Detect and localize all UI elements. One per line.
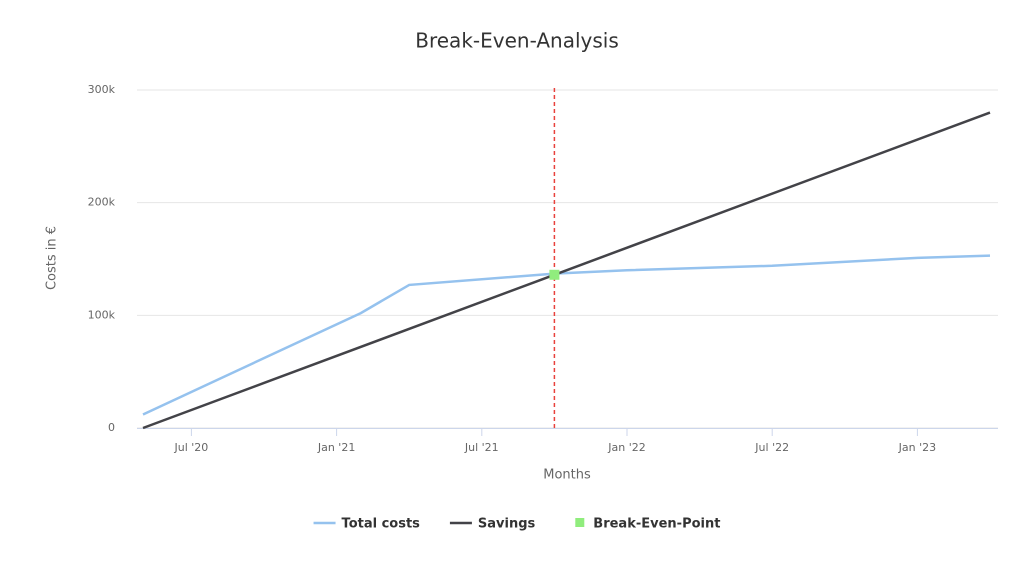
series-line: [142, 254, 991, 416]
x-axis-title: Months: [543, 468, 591, 483]
x-tick-label: Jul '21: [464, 441, 499, 454]
y-axis-title: Costs in €: [45, 226, 60, 290]
legend-item[interactable]: Savings: [449, 517, 536, 532]
series-point: [549, 269, 560, 280]
legend-label: Savings: [478, 517, 536, 532]
y-tick-label: 0: [108, 421, 115, 434]
legend-item[interactable]: Break-Even-Point: [575, 517, 720, 532]
series-line: [142, 111, 991, 430]
chart-title: Break-Even-Analysis: [415, 29, 619, 53]
legend-symbol: [575, 518, 585, 527]
x-tick-label: Jul '22: [754, 441, 789, 454]
y-tick-label: 300k: [88, 83, 116, 96]
x-tick-label: Jan '21: [317, 441, 355, 454]
x-tick-label: Jan '23: [898, 441, 936, 454]
x-tick-label: Jul '20: [174, 441, 209, 454]
legend-label: Total costs: [342, 517, 421, 532]
x-tick-label: Jan '22: [607, 441, 645, 454]
legend-item[interactable]: Total costs: [313, 517, 421, 532]
legend: Total costs Savings Break-Even-Point: [313, 517, 720, 532]
y-tick-label: 100k: [88, 308, 116, 321]
legend-label: Break-Even-Point: [593, 517, 720, 532]
y-tick-label: 200k: [88, 196, 116, 209]
